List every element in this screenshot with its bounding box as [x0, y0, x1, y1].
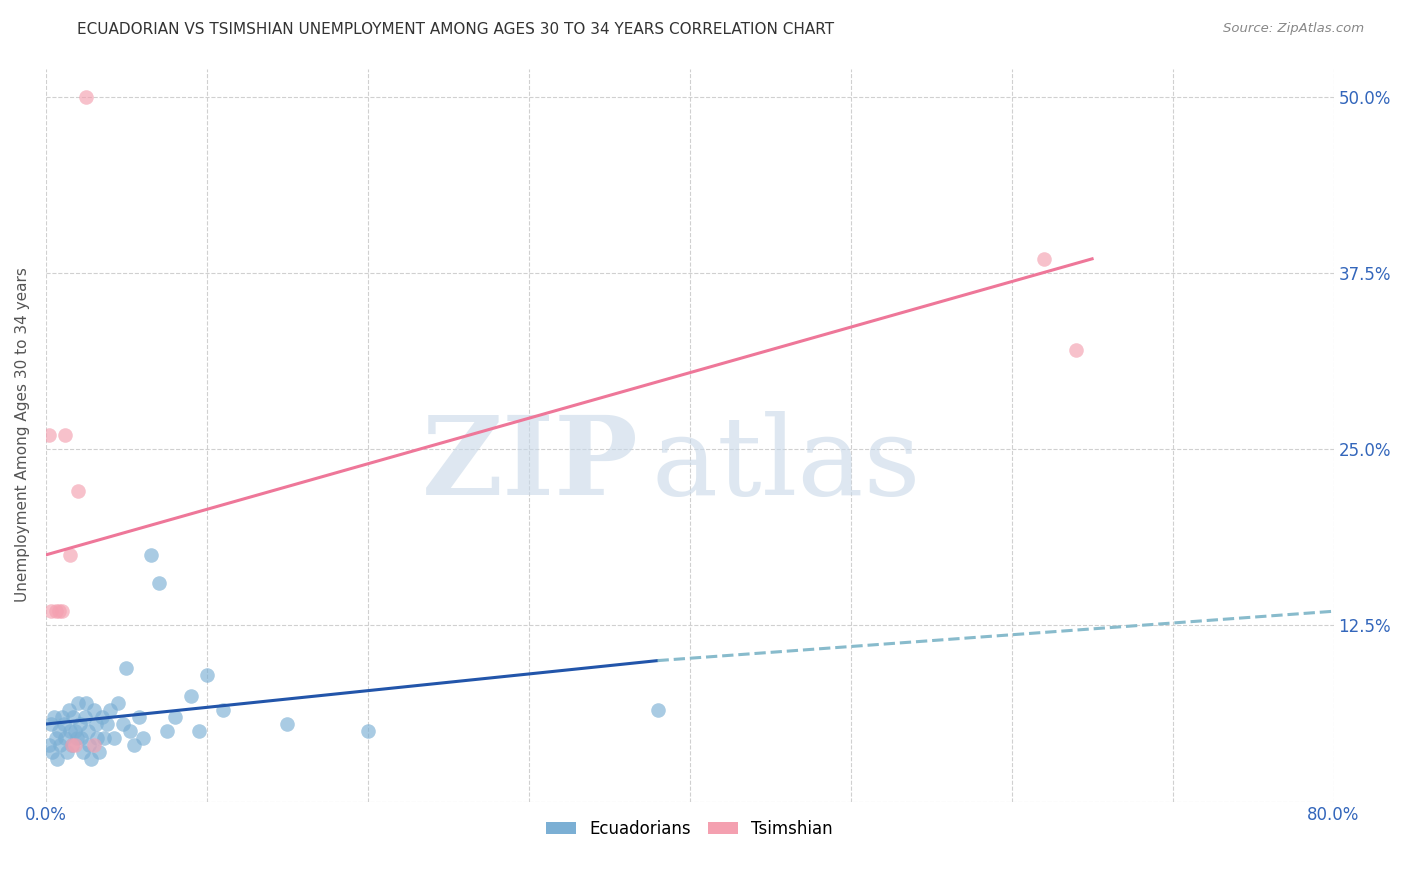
Point	[53, 428, 76, 442]
Point	[73, 710, 96, 724]
Point	[1032, 252, 1054, 266]
Point	[52, 717, 75, 731]
Point	[46, 752, 69, 766]
Point	[212, 703, 235, 717]
Point	[80, 752, 103, 766]
Point	[59, 724, 82, 739]
Point	[79, 738, 101, 752]
Point	[91, 710, 114, 724]
Point	[38, 428, 60, 442]
Point	[83, 703, 105, 717]
Point	[45, 731, 67, 746]
Point	[180, 689, 202, 703]
Point	[63, 738, 86, 752]
Point	[48, 724, 70, 739]
Point	[72, 745, 94, 759]
Point	[131, 731, 153, 746]
Point	[187, 724, 209, 739]
Point	[65, 731, 87, 746]
Point	[357, 724, 380, 739]
Point	[53, 731, 76, 746]
Point	[112, 717, 135, 731]
Point	[41, 745, 63, 759]
Point	[70, 731, 93, 746]
Point	[1064, 343, 1087, 358]
Point	[60, 738, 83, 752]
Point	[276, 717, 298, 731]
Point	[124, 738, 146, 752]
Point	[98, 703, 121, 717]
Point	[83, 738, 105, 752]
Point	[103, 731, 125, 746]
Point	[59, 548, 82, 562]
Point	[67, 484, 90, 499]
Point	[39, 604, 62, 618]
Point	[195, 667, 218, 681]
Point	[148, 576, 170, 591]
Point	[84, 717, 107, 731]
Point	[49, 738, 72, 752]
Point	[163, 710, 186, 724]
Point	[107, 696, 129, 710]
Text: ZIP: ZIP	[422, 411, 638, 518]
Point	[48, 604, 70, 618]
Point	[647, 703, 669, 717]
Point	[62, 710, 84, 724]
Text: Source: ZipAtlas.com: Source: ZipAtlas.com	[1223, 22, 1364, 36]
Point	[87, 745, 110, 759]
Point	[156, 724, 179, 739]
Point	[128, 710, 150, 724]
Point	[58, 703, 80, 717]
Point	[115, 660, 138, 674]
Point	[60, 738, 83, 752]
Point	[86, 731, 108, 746]
Point	[75, 89, 97, 103]
Point	[39, 717, 62, 731]
Point	[42, 710, 65, 724]
Text: atlas: atlas	[651, 411, 921, 518]
Point	[51, 604, 73, 618]
Point	[63, 724, 86, 739]
Point	[51, 710, 73, 724]
Point	[38, 738, 60, 752]
Point	[75, 696, 97, 710]
Point	[139, 548, 162, 562]
Point	[67, 696, 90, 710]
Point	[76, 724, 98, 739]
Legend: Ecuadorians, Tsimshian: Ecuadorians, Tsimshian	[540, 814, 839, 845]
Point	[45, 604, 67, 618]
Text: ECUADORIAN VS TSIMSHIAN UNEMPLOYMENT AMONG AGES 30 TO 34 YEARS CORRELATION CHART: ECUADORIAN VS TSIMSHIAN UNEMPLOYMENT AMO…	[77, 22, 834, 37]
Y-axis label: Unemployment Among Ages 30 to 34 years: Unemployment Among Ages 30 to 34 years	[15, 268, 30, 602]
Point	[93, 731, 115, 746]
Point	[118, 724, 141, 739]
Point	[69, 717, 91, 731]
Point	[96, 717, 118, 731]
Point	[56, 745, 79, 759]
